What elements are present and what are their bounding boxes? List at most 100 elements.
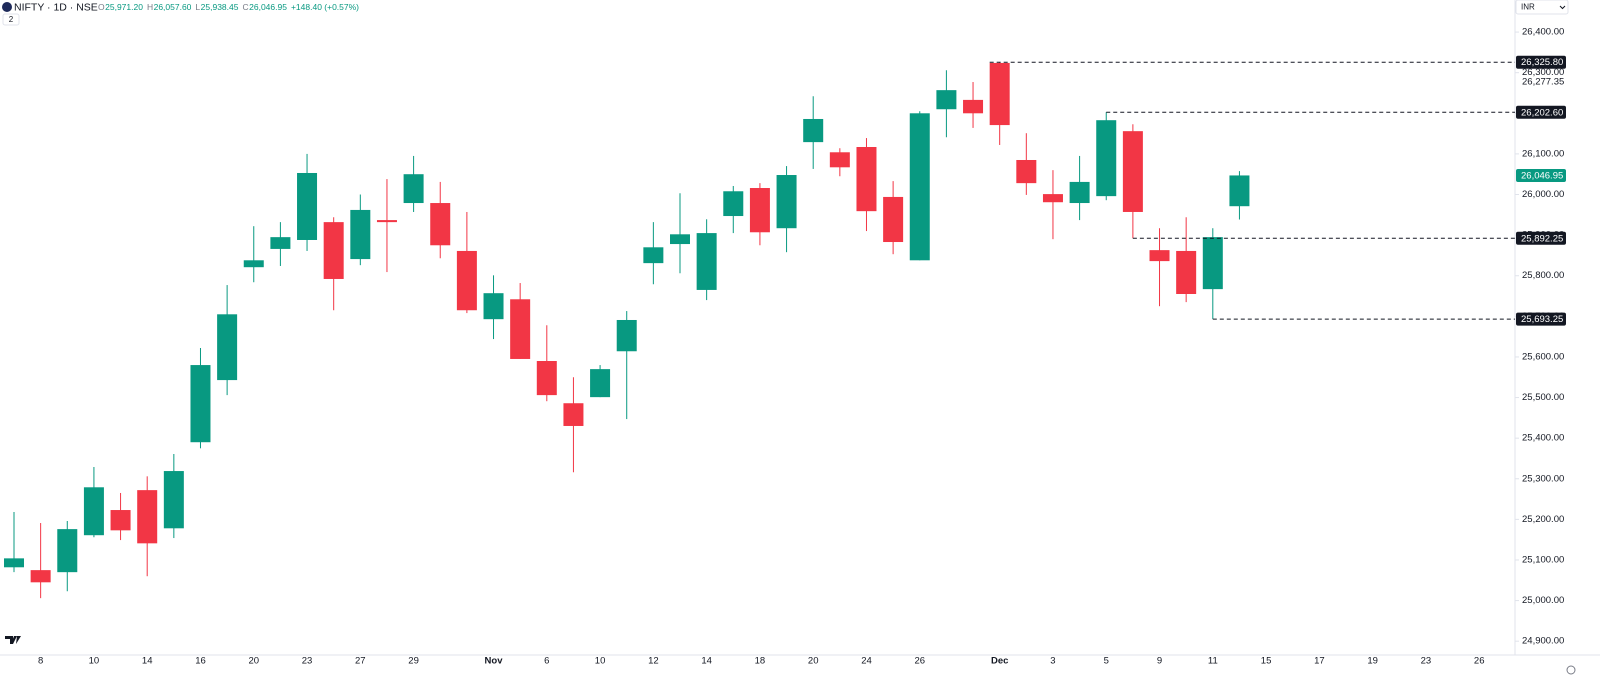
x-tick-label: 12	[648, 656, 659, 667]
candle-body	[243, 260, 264, 268]
candle-body	[536, 361, 557, 396]
candle-body	[696, 233, 717, 290]
x-tick-label: 3	[1050, 656, 1055, 667]
candle-body	[163, 471, 184, 529]
candle-body	[616, 319, 637, 352]
change: +148.40 (+0.57%)	[291, 2, 359, 12]
ohlc-key: L	[195, 2, 200, 12]
ohlc-key: C	[242, 2, 248, 12]
y-tick-label: 26,300.00	[1522, 67, 1564, 78]
candle-body	[829, 152, 850, 168]
candle-body	[803, 118, 824, 143]
candle-body	[1149, 250, 1170, 262]
symbol: NIFTY · 1D · NSE	[14, 1, 98, 13]
candle-body	[590, 369, 611, 398]
ohlc-values: O 25,971.20 H 26,057.60 L 25,938.45 C 26,046.95…	[98, 2, 359, 12]
ohlc-key: H	[147, 2, 153, 12]
candle-body	[776, 175, 797, 229]
y-tick-label: 24,900.00	[1522, 636, 1564, 647]
candle-body	[270, 237, 291, 249]
candle-body	[1229, 175, 1250, 207]
y-tick-label: 26,000.00	[1522, 189, 1564, 200]
x-tick-label: 19	[1367, 656, 1378, 667]
x-tick-label: 23	[1421, 656, 1432, 667]
x-tick-label: 27	[355, 656, 366, 667]
x-tick-label: Nov	[485, 656, 504, 667]
y-tick-label: 26,100.00	[1522, 148, 1564, 159]
candle-body	[1202, 237, 1223, 290]
last-price-box	[1516, 168, 1566, 182]
x-tick-label: Dec	[991, 656, 1008, 667]
x-tick-label: 6	[544, 656, 549, 667]
currency: INR	[1521, 3, 1535, 12]
y-tick-label: 25,600.00	[1522, 351, 1564, 362]
candle-body	[30, 570, 51, 583]
x-tick-label: 23	[302, 656, 313, 667]
candle-body	[936, 90, 957, 110]
level-label: 25,693.25	[1521, 314, 1563, 325]
y-tick-label: 25,500.00	[1522, 392, 1564, 403]
candle-body	[909, 113, 930, 261]
candle-body	[563, 403, 584, 426]
candle-body	[1016, 159, 1037, 184]
x-tick-label: 26	[1474, 656, 1485, 667]
candle-body	[670, 234, 690, 245]
level-label: 26,202.60	[1521, 107, 1563, 118]
price-marker: 26,277.35	[1522, 76, 1564, 87]
candle-body	[856, 146, 877, 212]
y-tick-label: 25,800.00	[1522, 270, 1564, 281]
candle-body	[723, 191, 744, 217]
candle-body	[376, 220, 397, 223]
candle-body	[510, 299, 531, 359]
last-price-label: 26,046.95	[1521, 170, 1563, 181]
candle-body	[217, 314, 238, 381]
y-tick-label: 26,400.00	[1522, 27, 1564, 38]
candle-body	[1069, 181, 1090, 204]
candle-body	[643, 247, 664, 264]
level-label-box	[1516, 105, 1566, 119]
ohlc-value: 25,971.20	[105, 2, 143, 12]
candle-body	[297, 172, 318, 240]
candle-body	[456, 250, 477, 311]
indicators-toggle[interactable]	[2, 13, 20, 26]
dropdown-caret	[1559, 5, 1566, 10]
level-label: 25,892.25	[1521, 233, 1563, 244]
candle-body	[190, 365, 211, 443]
x-tick-label: 20	[808, 656, 819, 667]
y-tick-label: 25,100.00	[1522, 554, 1564, 565]
x-tick-label: 29	[408, 656, 419, 667]
x-tick-label: 17	[1314, 656, 1325, 667]
candle-body	[137, 490, 158, 544]
indicators-count: 2	[9, 15, 14, 24]
symbol-logo	[2, 2, 12, 12]
candle-body	[4, 558, 24, 568]
candle-body	[430, 203, 451, 246]
x-tick-label: 9	[1157, 656, 1162, 667]
settings-icon[interactable]	[1566, 665, 1576, 675]
tv-logo	[5, 636, 21, 644]
x-tick-label: 11	[1208, 656, 1218, 667]
y-tick-label: 25,000.00	[1522, 595, 1564, 606]
y-tick-label: 25,200.00	[1522, 514, 1564, 525]
candle-body	[749, 188, 770, 233]
x-tick-label: 10	[89, 656, 100, 667]
x-tick-label: 26	[914, 656, 925, 667]
x-tick-label: 20	[248, 656, 259, 667]
ohlc-value: 25,938.45	[201, 2, 239, 12]
x-tick-label: 18	[755, 656, 766, 667]
x-tick-label: 24	[861, 656, 872, 667]
candle-body	[83, 487, 104, 536]
candle-body	[1042, 194, 1063, 203]
ohlc-value: 26,057.60	[154, 2, 192, 12]
candle-body	[963, 99, 984, 114]
level-label: 26,325.80	[1521, 57, 1563, 68]
x-tick-label: 14	[701, 656, 712, 667]
x-tick-label: 15	[1261, 656, 1272, 667]
level-label-box	[1516, 231, 1566, 245]
x-tick-label: 16	[195, 656, 206, 667]
currency-select[interactable]	[1515, 0, 1569, 15]
y-tick-label: 25,400.00	[1522, 433, 1564, 444]
candle-body	[989, 62, 1010, 126]
